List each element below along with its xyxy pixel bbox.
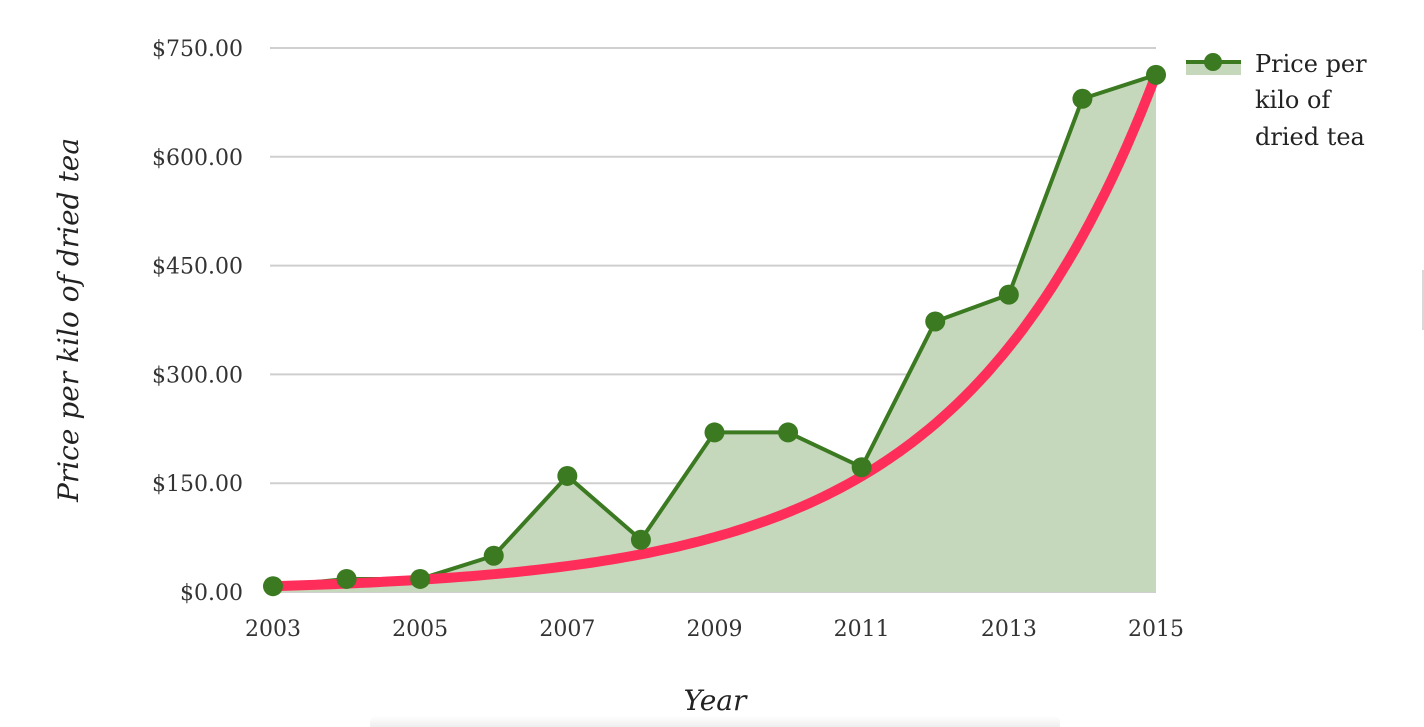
y-axis-ticks: $0.00 $150.00 $300.00 $450.00 $600.00 $750.00	[152, 37, 243, 606]
y-tick-label: $300.00	[152, 363, 243, 388]
x-tick-label: 2005	[392, 617, 448, 642]
data-point[interactable]	[336, 568, 357, 589]
y-tick-label: $0.00	[180, 581, 243, 606]
y-tick-label: $450.00	[152, 255, 243, 280]
y-tick-label: $150.00	[152, 472, 243, 497]
x-tick-label: 2009	[687, 617, 743, 642]
series-markers	[263, 64, 1166, 597]
x-axis-title: Year	[684, 684, 748, 717]
legend-swatch-marker	[1204, 53, 1222, 71]
x-tick-label: 2011	[834, 617, 890, 642]
data-point[interactable]	[778, 422, 799, 443]
data-point[interactable]	[925, 311, 946, 332]
data-point[interactable]	[851, 457, 872, 478]
y-tick-label: $600.00	[152, 146, 243, 171]
data-point[interactable]	[704, 422, 725, 443]
x-axis-ticks: 2003 2005 2007 2009 2011 2013 2015	[245, 617, 1184, 642]
data-point[interactable]	[630, 529, 651, 550]
data-point[interactable]	[263, 576, 283, 597]
data-point[interactable]	[998, 284, 1019, 305]
series-area-fill	[273, 74, 1156, 592]
x-tick-label: 2013	[981, 617, 1037, 642]
panel-shadow	[370, 716, 1060, 727]
data-point[interactable]	[410, 568, 431, 589]
data-point[interactable]	[483, 545, 504, 566]
y-tick-label: $750.00	[152, 37, 243, 62]
legend-label-line-1: Price per	[1255, 50, 1367, 78]
series-area	[273, 74, 1156, 592]
data-point[interactable]	[557, 465, 578, 486]
legend-label-line-3: dried tea	[1255, 123, 1365, 151]
data-point[interactable]	[1072, 88, 1093, 109]
legend-label-line-2: kilo of	[1255, 86, 1332, 114]
x-tick-label: 2003	[245, 617, 301, 642]
y-axis-title: Price per kilo of dried tea	[52, 138, 85, 503]
x-tick-label: 2015	[1128, 617, 1184, 642]
legend[interactable]: Price per kilo of dried tea	[1186, 50, 1367, 151]
window-edge	[1422, 270, 1424, 330]
x-tick-label: 2007	[539, 617, 595, 642]
data-point[interactable]	[1146, 64, 1166, 85]
